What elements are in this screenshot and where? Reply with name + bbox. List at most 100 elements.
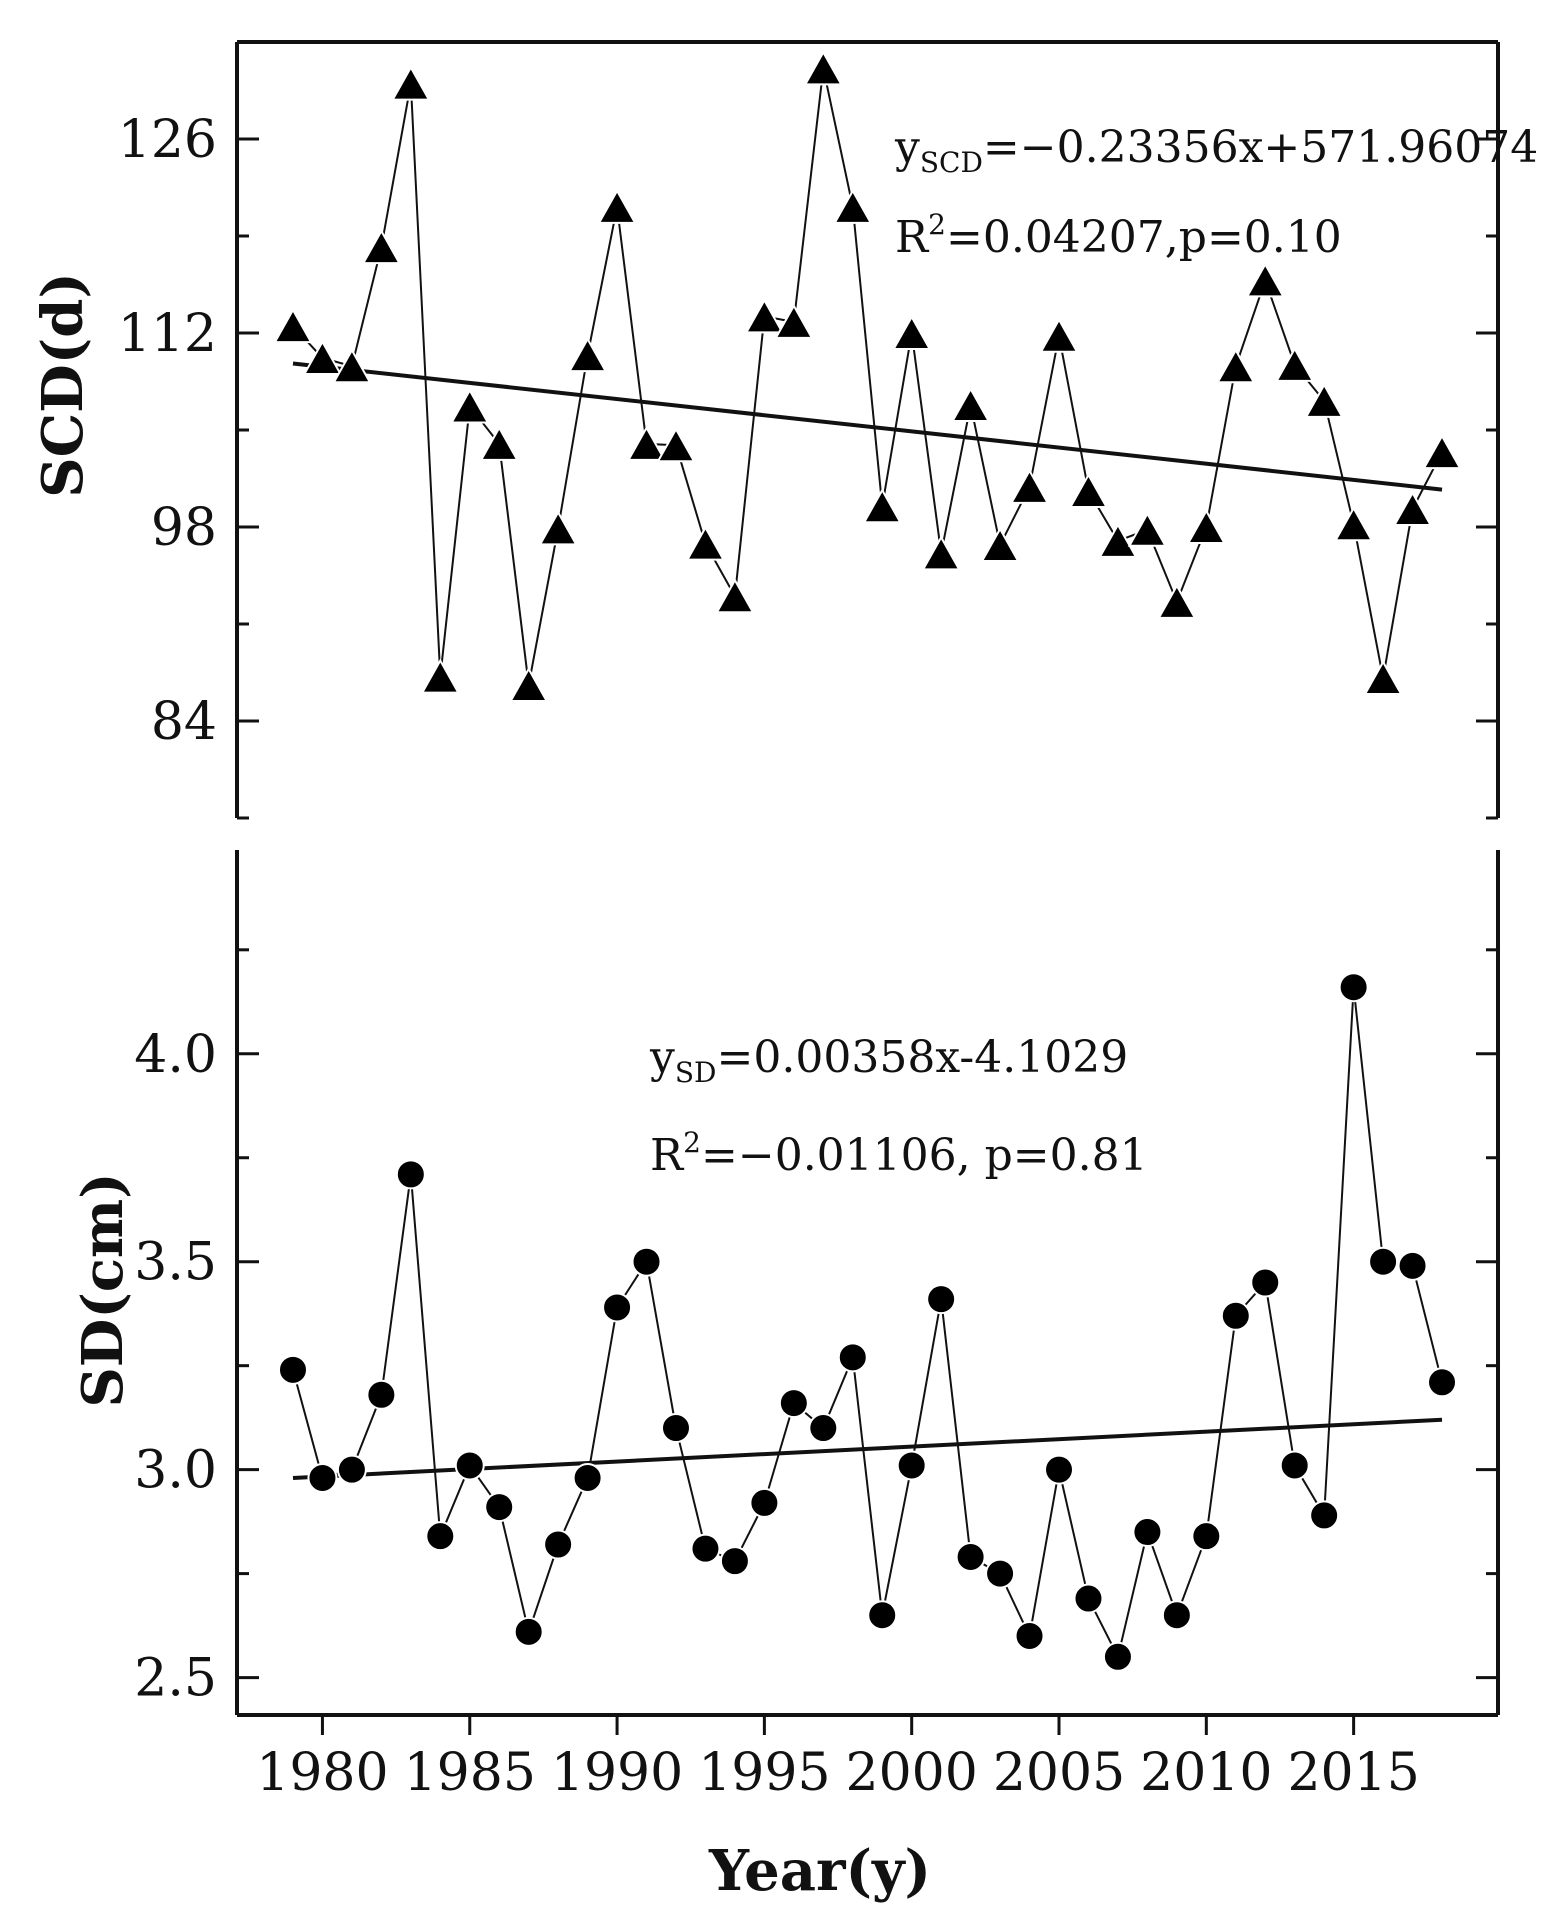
sd-point <box>867 1600 898 1631</box>
scd-point <box>1274 346 1315 382</box>
scd-point <box>1245 262 1285 298</box>
scd-point <box>1392 490 1433 526</box>
scd-point <box>1422 434 1462 470</box>
scd-point <box>685 525 726 561</box>
scd-point <box>1186 508 1227 544</box>
y-tick-label: 84 <box>151 692 217 752</box>
scd-point <box>1157 583 1197 619</box>
x-tick-label: 1980 <box>256 1743 388 1803</box>
scd-point <box>508 666 549 702</box>
x-tick-label: 2010 <box>1140 1743 1272 1803</box>
sd-point <box>543 1529 574 1560</box>
sd-point <box>1338 972 1369 1003</box>
sd-point <box>778 1388 809 1419</box>
scd-point <box>980 526 1020 563</box>
sd-series-line <box>292 987 1443 1660</box>
sd-point <box>336 1454 367 1485</box>
sd-point <box>719 1546 750 1577</box>
scd-point <box>1127 511 1168 547</box>
sd-annotation-equation: ySD=0.00358x-4.1029 <box>649 1032 1128 1089</box>
sd-point <box>1220 1300 1251 1331</box>
sd-point <box>1132 1517 1163 1548</box>
scd-point <box>1098 522 1138 558</box>
sd-point <box>926 1284 957 1315</box>
scd-annotation-equation: ySCD=−0.23356x+571.96074 <box>894 122 1538 179</box>
sd-point <box>660 1413 691 1444</box>
scd-annotation-r2: R2=0.04207,p=0.10 <box>895 208 1342 263</box>
sd-point <box>1279 1450 1310 1481</box>
sd-point <box>277 1354 308 1385</box>
scd-y-axis-title: SCD(d) <box>30 272 96 498</box>
x-axis-title: Year(y) <box>708 1838 931 1904</box>
x-tick-label: 2000 <box>846 1743 978 1803</box>
scd-point <box>921 535 961 571</box>
scd-point <box>715 578 755 614</box>
scd-point <box>862 488 902 524</box>
scd-point <box>332 348 372 384</box>
sd-point <box>1073 1583 1104 1614</box>
sd-point <box>808 1413 839 1444</box>
x-tick-label: 1990 <box>551 1743 683 1803</box>
scd-point <box>1009 468 1050 504</box>
scd-point <box>1039 317 1079 353</box>
y-tick-label: 98 <box>151 498 217 558</box>
y-tick-label: 2.5 <box>134 1649 217 1709</box>
x-tick-label: 1995 <box>698 1743 830 1803</box>
sd-point <box>1309 1500 1340 1531</box>
scd-panel: 84 98 112 126 ySCD=−0.23356x+571.96074 R2=0… <box>30 40 1538 820</box>
scd-point <box>273 308 313 344</box>
sd-point <box>1250 1267 1281 1298</box>
sd-point <box>985 1558 1016 1589</box>
sd-point <box>837 1342 868 1373</box>
sd-annotation-r2: R2=−0.01106, p=0.81 <box>650 1126 1148 1181</box>
scd-series-line <box>292 68 1443 686</box>
scd-point <box>1363 660 1403 696</box>
y-tick-label: 126 <box>118 110 217 170</box>
scd-point <box>744 298 785 334</box>
sd-y-axis-title: SD(cm) <box>70 1172 136 1407</box>
x-tick-label: 2005 <box>993 1743 1125 1803</box>
y-tick-label: 3.0 <box>134 1441 217 1501</box>
y-tick-label: 112 <box>118 304 217 364</box>
scd-point <box>1216 348 1256 384</box>
y-tick-label: 4.0 <box>134 1025 217 1085</box>
scd-point <box>803 50 844 86</box>
sd-point <box>395 1159 426 1190</box>
sd-point <box>896 1450 927 1481</box>
sd-point <box>955 1541 986 1572</box>
sd-panel: 2.53.03.54.0 1980 1985 1990 1995 2000 2005 201… <box>70 850 1500 1904</box>
y-tick-label: 3.5 <box>134 1233 217 1293</box>
scd-point <box>626 425 667 461</box>
sd-point <box>1161 1600 1192 1631</box>
scd-point <box>950 387 991 423</box>
sd-point <box>1191 1521 1222 1552</box>
sd-point <box>1014 1620 1045 1651</box>
scd-point <box>391 65 431 101</box>
scd-point <box>1304 382 1344 418</box>
sd-point <box>1427 1367 1458 1398</box>
sd-point <box>513 1616 544 1647</box>
sd-point <box>749 1487 780 1518</box>
sd-point <box>1397 1250 1428 1281</box>
sd-point <box>631 1246 662 1277</box>
scd-point <box>479 425 519 461</box>
sd-point <box>1044 1454 1075 1485</box>
scd-point <box>891 314 932 350</box>
scd-point <box>361 229 402 265</box>
sd-point <box>366 1379 397 1410</box>
scd-point <box>597 188 637 224</box>
sd-point <box>307 1462 338 1493</box>
sd-point <box>454 1450 485 1481</box>
x-axis-ticks: 1980 1985 1990 1995 2000 2005 2010 2015 <box>256 1715 1420 1803</box>
scd-data-marks <box>273 50 1462 702</box>
sd-data-marks <box>277 972 1458 1672</box>
sd-point <box>572 1462 603 1493</box>
scd-point <box>1333 506 1374 542</box>
sd-y-ticks: 2.5 3.0 3.5 4.0 <box>134 948 1498 1709</box>
scd-point <box>450 388 490 424</box>
scd-point <box>420 658 461 694</box>
sd-point <box>1102 1641 1133 1672</box>
sd-point <box>602 1292 633 1323</box>
sd-point <box>484 1492 515 1523</box>
